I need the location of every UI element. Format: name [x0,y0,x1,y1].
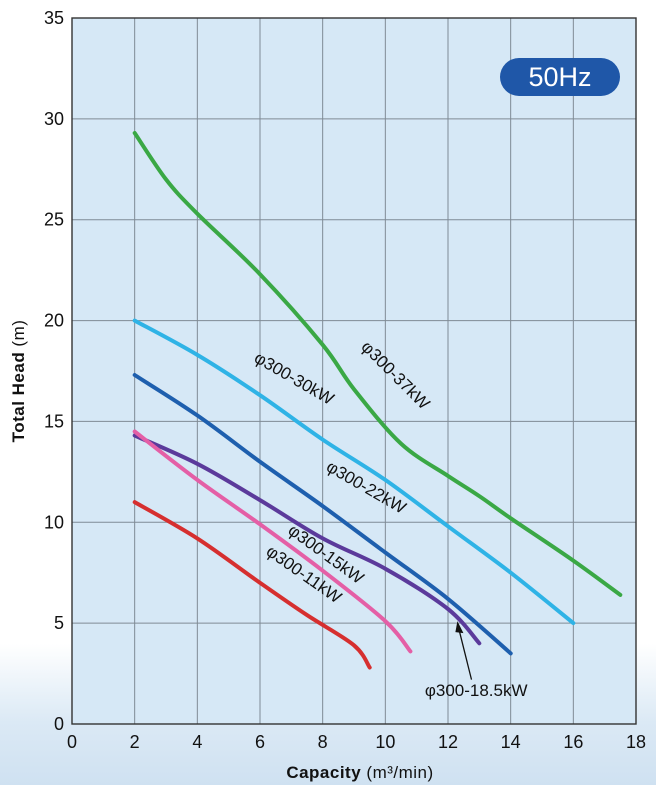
plot-area [72,18,636,724]
y-tick-label: 15 [44,411,64,431]
y-tick-label: 5 [54,613,64,633]
x-tick-label: 10 [375,732,395,752]
x-tick-label: 0 [67,732,77,752]
series-line [132,433,482,646]
y-tick-label: 0 [54,714,64,734]
frequency-badge [500,58,620,96]
y-axis-title: Total Head (m) [9,320,28,443]
x-tick-label: 14 [501,732,521,752]
series-label: φ300-18.5kW [425,681,528,700]
series-line [132,500,372,670]
series-line [132,373,513,656]
series-line [132,318,576,626]
plot-frame [71,17,637,725]
frequency-badge-text: 50Hz [528,62,591,92]
y-tick-label: 35 [44,8,64,28]
x-tick-label: 6 [255,732,265,752]
series-line [132,429,413,654]
x-tick-label: 4 [192,732,202,752]
x-tick-label: 12 [438,732,458,752]
x-tick-label: 8 [318,732,328,752]
y-tick-label: 10 [44,512,64,532]
callout-arrowhead [455,621,464,634]
y-tick-label: 20 [44,311,64,331]
x-tick-label: 18 [626,732,646,752]
x-axis-title: Capacity (m³/min) [286,763,433,782]
y-tick-label: 30 [44,109,64,129]
x-tick-label: 16 [563,732,583,752]
callout-line [458,630,473,680]
x-tick-label: 2 [130,732,140,752]
series-line [132,131,623,597]
y-tick-label: 25 [44,210,64,230]
